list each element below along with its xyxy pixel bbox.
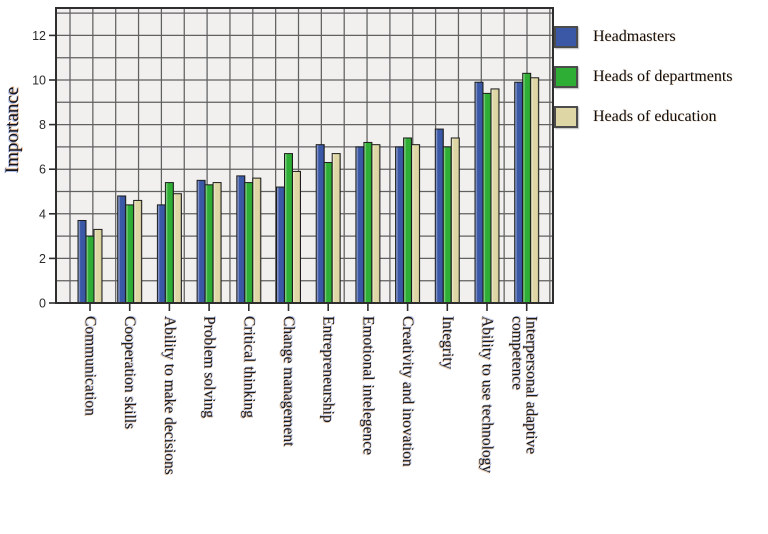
plot-border <box>55 7 554 304</box>
bar-group <box>434 128 460 304</box>
x-axis-category-labels: Communication Cooperation skills Ability t… <box>82 316 541 475</box>
bar <box>125 204 135 304</box>
bar <box>276 186 285 304</box>
bar <box>164 182 174 304</box>
x-category-label: Ability to make decisions <box>161 316 178 475</box>
bar <box>450 137 460 304</box>
bar <box>292 170 301 304</box>
bar <box>355 146 365 304</box>
x-category-label: Cooperation skills <box>121 316 138 429</box>
legend-item-heads-of-education: Heads of education <box>554 106 764 128</box>
bar <box>156 204 166 304</box>
legend-item-heads-of-departments: Heads of departments <box>554 66 764 88</box>
bar <box>244 182 254 304</box>
y-tick-label: 6 <box>39 163 46 177</box>
x-category-label: Ability to use technology <box>479 316 496 473</box>
x-category-label: Problem solving <box>201 316 218 418</box>
bar <box>395 146 405 304</box>
plot-frame <box>55 7 554 304</box>
y-tick-label: 4 <box>39 207 46 221</box>
bar-group <box>355 141 381 304</box>
bar <box>93 228 103 304</box>
x-category-label: Creativity and inovation <box>399 316 416 467</box>
bar <box>284 153 293 304</box>
bar <box>77 219 87 304</box>
legend-item-headmasters: Headmasters <box>554 26 764 48</box>
bar <box>411 144 421 304</box>
y-tick-label: 0 <box>39 297 46 311</box>
bar <box>236 175 246 304</box>
x-category-label: Critical thinking <box>240 316 257 418</box>
bar-group <box>315 144 341 304</box>
y-tick-label: 10 <box>32 74 46 88</box>
x-category-label: Change management <box>280 316 297 447</box>
bar-group <box>196 179 222 304</box>
bar-group <box>395 137 421 304</box>
bar <box>252 177 262 304</box>
x-category-label: Communication <box>82 316 99 416</box>
bar <box>204 184 214 304</box>
bar <box>85 235 95 304</box>
y-tick-label: 12 <box>32 29 46 43</box>
y-axis-title: Importance <box>2 87 23 174</box>
x-category-label: Emotional intelegence <box>359 316 376 455</box>
legend: Headmasters Heads of departments Heads o… <box>554 26 764 146</box>
legend-label-headmasters: Headmasters <box>593 28 676 45</box>
bar <box>212 182 222 304</box>
bar <box>490 88 500 304</box>
bar-group <box>236 175 262 304</box>
legend-swatch-heads-of-education <box>554 106 578 128</box>
bar <box>442 146 452 304</box>
bar <box>323 162 333 304</box>
legend-swatch-headmasters <box>554 26 578 48</box>
y-axis-ticks: 0 2 4 6 8 10 12 <box>32 29 56 311</box>
bar <box>474 81 484 304</box>
x-axis-ticks <box>89 303 528 311</box>
bar <box>434 128 444 304</box>
bar <box>363 141 373 304</box>
legend-label-heads-of-departments: Heads of departments <box>593 68 733 85</box>
bar <box>522 72 532 304</box>
bar-group <box>514 72 540 304</box>
bar <box>403 137 413 304</box>
bar <box>133 199 143 304</box>
x-category-label: Integrity <box>439 316 456 370</box>
bar <box>172 193 182 304</box>
bar <box>514 81 524 304</box>
bar <box>331 153 341 304</box>
legend-label-heads-of-education: Heads of education <box>593 108 717 125</box>
bar-group <box>474 81 500 304</box>
y-tick-label: 2 <box>39 252 46 266</box>
x-category-label: Entrepreneurship <box>320 316 337 423</box>
legend-swatch-heads-of-departments <box>554 66 578 88</box>
x-category-label: Interpersonal adaptivecompetence <box>509 316 540 454</box>
bar <box>196 179 206 304</box>
bar-group <box>117 195 143 304</box>
bar <box>482 92 492 304</box>
bar <box>315 144 325 304</box>
bar <box>530 77 540 304</box>
bar <box>371 144 381 304</box>
bar <box>117 195 127 304</box>
y-tick-label: 8 <box>39 118 46 132</box>
